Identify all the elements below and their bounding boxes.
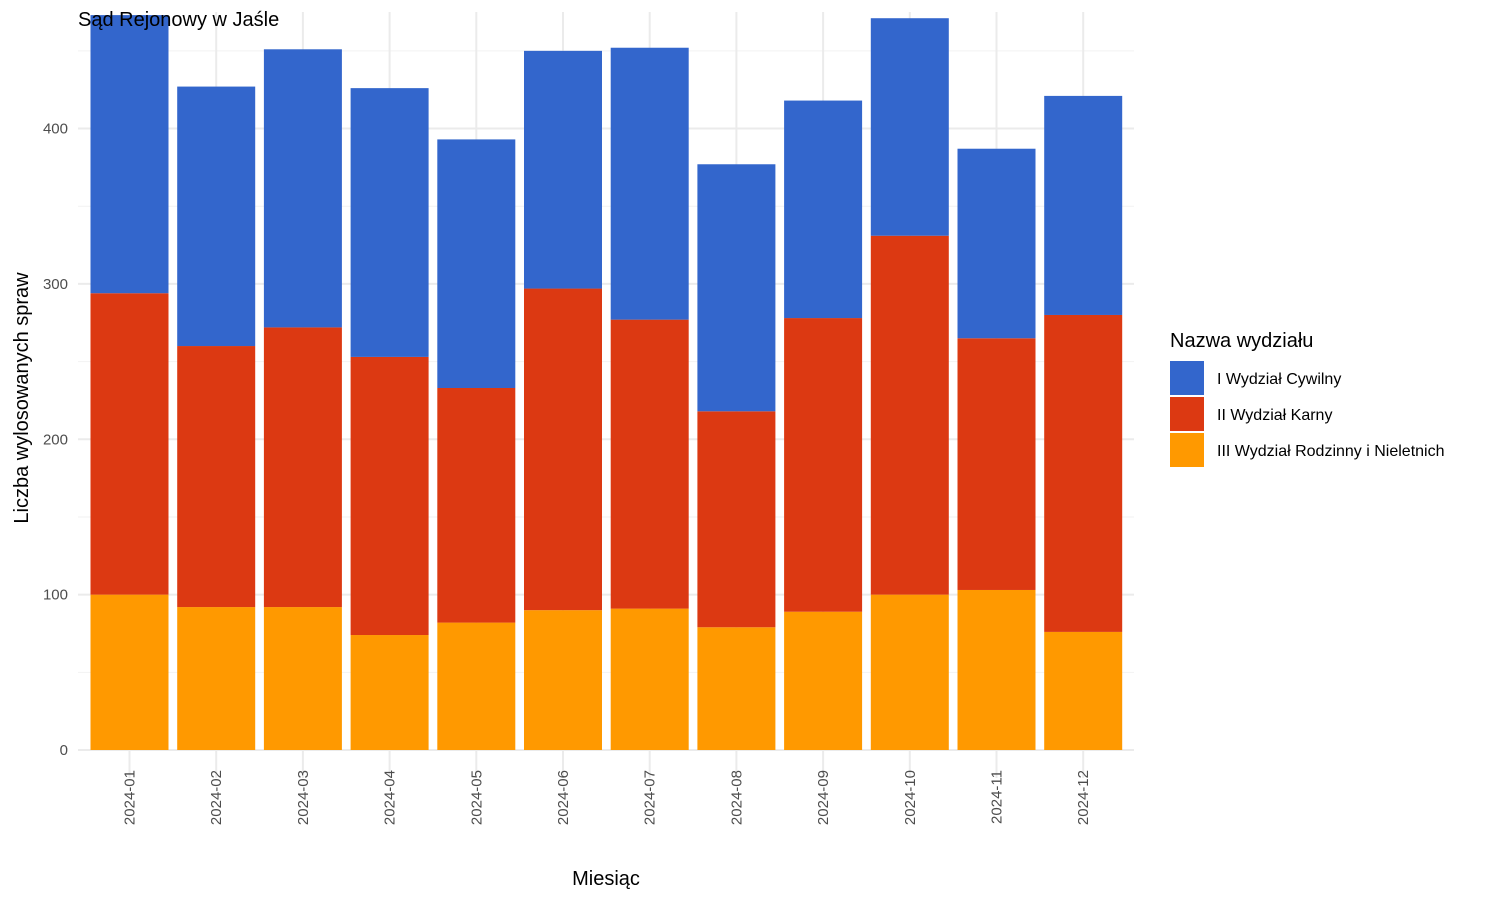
bar-segment <box>957 148 1036 339</box>
x-tick-label: 2024-12 <box>1075 770 1092 825</box>
bar-segment <box>610 47 689 320</box>
bar-segment <box>697 164 776 412</box>
y-tick-label: 300 <box>43 276 68 293</box>
legend-swatch <box>1170 361 1204 395</box>
y-axis-title: Liczba wylosowanych spraw <box>11 272 33 524</box>
y-axis-ticks: 0 100 200 300 400 <box>43 121 68 759</box>
legend-title: Nazwa wydziału <box>1170 330 1313 352</box>
bar-segment <box>784 611 863 750</box>
x-tick-label: 2024-04 <box>382 770 399 825</box>
x-tick-label: 2024-03 <box>295 770 312 825</box>
bar-segment <box>90 293 169 595</box>
chart-title: Sąd Rejonowy w Jaśle <box>78 9 279 31</box>
bars <box>90 15 1123 750</box>
legend-swatch <box>1170 397 1204 431</box>
bar-segment <box>437 387 516 623</box>
bar-segment <box>524 50 602 289</box>
legend-label: I Wydział Cywilny <box>1217 371 1341 388</box>
bar-segment <box>524 288 602 611</box>
bar-segment <box>437 622 516 750</box>
bar-segment <box>610 319 689 609</box>
legend-label: III Wydział Rodzinny i Nieletnich <box>1217 443 1445 460</box>
bar-segment <box>263 607 342 750</box>
x-tick-label: 2024-09 <box>815 770 832 825</box>
y-tick-label: 200 <box>43 431 68 448</box>
bar-segment <box>350 88 429 357</box>
bar-segment <box>177 86 256 347</box>
bar-segment <box>870 594 949 750</box>
x-tick-label: 2024-06 <box>555 770 572 825</box>
x-axis-title: Miesiąc <box>572 868 640 890</box>
legend: Nazwa wydziału I Wydział Cywilny II Wydzi… <box>1170 330 1445 467</box>
x-tick-label: 2024-02 <box>208 770 225 825</box>
bar-segment <box>697 627 776 750</box>
x-tick-label: 2024-05 <box>468 770 485 825</box>
bar-segment <box>610 608 689 750</box>
bar-segment <box>870 235 949 595</box>
bar-segment <box>784 318 863 612</box>
bar-segment <box>697 411 776 628</box>
bar-segment <box>1044 95 1123 315</box>
bar-segment <box>784 100 863 319</box>
x-tick-label: 2024-11 <box>989 770 1006 824</box>
bar-segment <box>957 338 1036 590</box>
bar-segment <box>90 15 169 294</box>
bar-segment <box>524 610 602 750</box>
y-tick-label: 100 <box>43 587 68 604</box>
bar-segment <box>90 594 169 750</box>
x-tick-label: 2024-08 <box>728 770 745 825</box>
bar-segment <box>263 327 342 608</box>
x-axis-ticks: 2024-01 2024-02 2024-03 2024-04 2024-05 2024-… <box>122 770 1093 825</box>
bar-segment <box>177 607 256 750</box>
bar-segment <box>263 49 342 328</box>
bar-segment <box>437 139 516 388</box>
bar-segment <box>957 589 1036 750</box>
bar-segment <box>350 635 429 750</box>
legend-label: II Wydział Karny <box>1217 407 1332 424</box>
y-tick-label: 400 <box>43 121 68 138</box>
bar-segment <box>870 18 949 236</box>
bar-segment <box>1044 314 1123 632</box>
bar-segment <box>350 356 429 636</box>
x-tick-label: 2024-07 <box>642 770 659 825</box>
x-tick-label: 2024-10 <box>902 770 919 825</box>
bar-segment <box>1044 631 1123 750</box>
y-tick-label: 0 <box>60 742 68 759</box>
bar-segment <box>177 346 256 608</box>
x-tick-label: 2024-01 <box>122 770 139 825</box>
legend-swatch <box>1170 433 1204 467</box>
